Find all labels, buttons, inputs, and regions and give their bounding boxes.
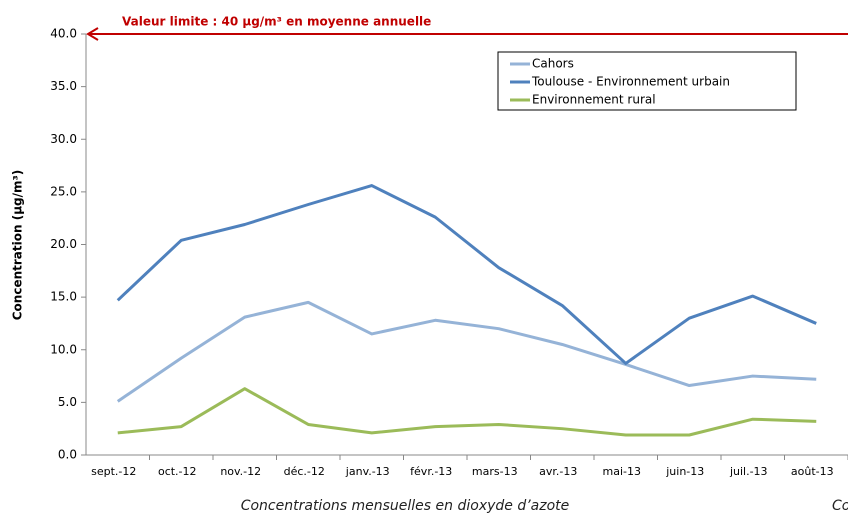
legend-label: Environnement rural bbox=[532, 93, 656, 107]
legend-label: Cahors bbox=[532, 57, 574, 71]
x-tick-label: août-13 bbox=[791, 465, 834, 478]
y-tick-label: 25.0 bbox=[50, 184, 77, 198]
legend-label: Toulouse - Environnement urbain bbox=[531, 75, 730, 89]
limit-arrow bbox=[86, 27, 99, 41]
caption-cut: Co bbox=[832, 498, 848, 514]
y-tick-label: 0.0 bbox=[58, 448, 77, 462]
x-tick-label: avr.-13 bbox=[539, 465, 577, 478]
x-tick-label: mars-13 bbox=[472, 465, 518, 478]
series-line bbox=[117, 387, 817, 437]
series-line bbox=[116, 300, 817, 403]
caption: Concentrations mensuelles en dioxyde d’a… bbox=[241, 498, 570, 514]
x-tick-label: juil.-13 bbox=[729, 465, 768, 478]
y-tick-label: 35.0 bbox=[50, 79, 77, 93]
x-tick-label: sept.-12 bbox=[91, 465, 136, 478]
series-line bbox=[116, 184, 817, 365]
y-tick-label: 5.0 bbox=[58, 395, 77, 409]
x-tick-label: janv.-13 bbox=[345, 465, 390, 478]
x-tick-label: nov.-12 bbox=[220, 465, 261, 478]
x-tick-label: déc.-12 bbox=[284, 465, 325, 478]
x-tick-label: févr.-13 bbox=[410, 465, 452, 478]
y-tick-label: 15.0 bbox=[50, 290, 77, 304]
x-tick-label: mai-13 bbox=[603, 465, 641, 478]
y-tick-label: 20.0 bbox=[50, 237, 77, 251]
y-axis-label: Concentration (µg/m³) bbox=[11, 170, 25, 321]
legend-box bbox=[497, 51, 797, 111]
x-tick-label: oct.-12 bbox=[158, 465, 197, 478]
y-tick-label: 40.0 bbox=[50, 27, 77, 41]
x-tick-label: juin-13 bbox=[665, 465, 704, 478]
limit-label: Valeur limite : 40 µg/m³ en moyenne annu… bbox=[122, 15, 431, 29]
y-tick-label: 10.0 bbox=[50, 342, 77, 356]
y-tick-label: 30.0 bbox=[50, 132, 77, 146]
